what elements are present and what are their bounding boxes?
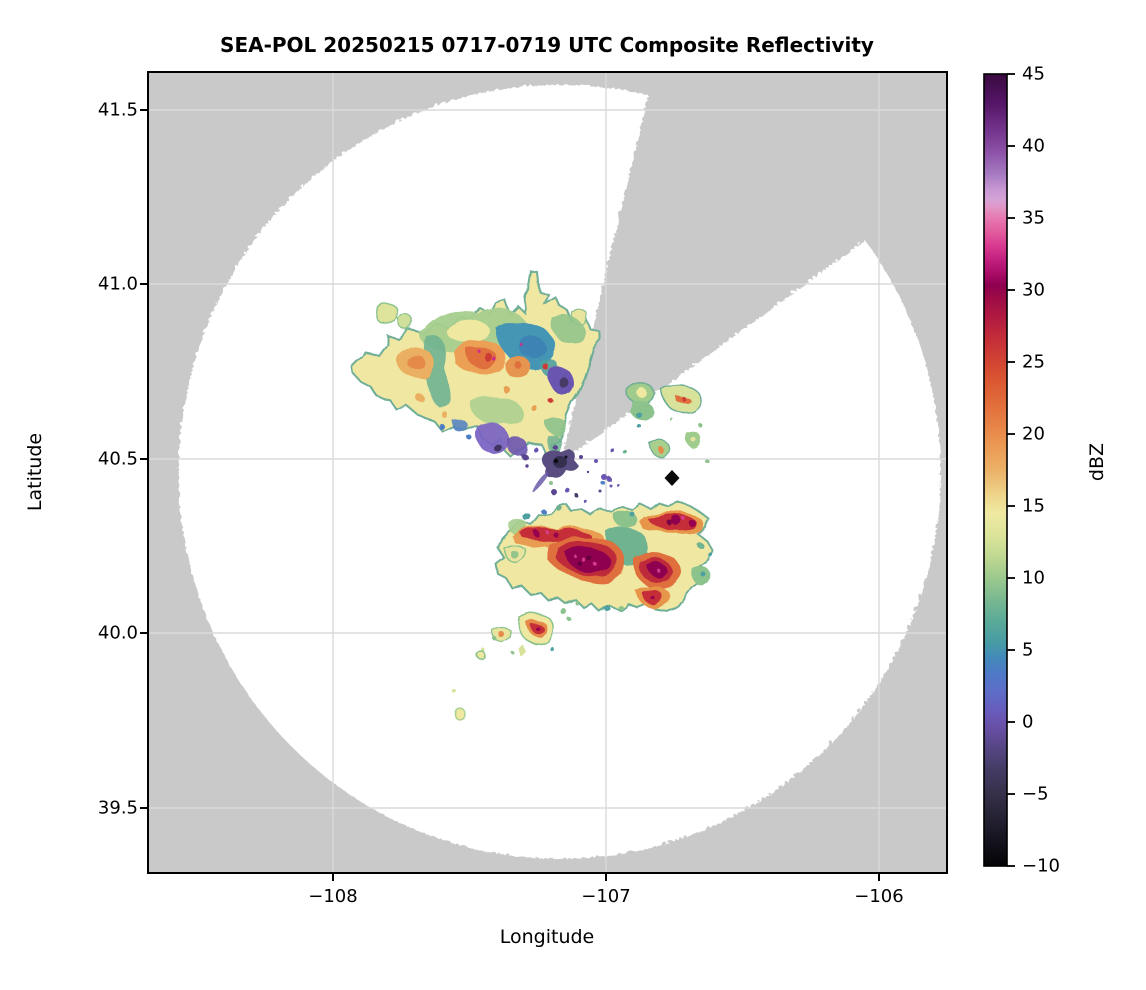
x-axis-label: Longitude: [499, 926, 595, 948]
colorbar-axis-label: dBZ: [1086, 442, 1108, 482]
colorbar-tick-label: 45: [1022, 63, 1045, 85]
far-south-isolated-echoes: [451, 650, 486, 721]
colorbar-tick-label: 0: [1022, 711, 1034, 733]
northern-storm-echo: [350, 269, 603, 460]
southwest-small-cells-echo: [481, 601, 579, 656]
colorbar-tick-label: 20: [1022, 423, 1045, 445]
y-tick-label: 40.5: [97, 448, 138, 470]
colorbar-tick-label: 35: [1022, 207, 1045, 229]
eastern-scattered-cells-echo: [605, 383, 708, 487]
chart-title: SEA-POL 20250215 0717-0719 UTC Composite…: [220, 33, 874, 57]
plot-frame: [147, 71, 948, 874]
axis-tick-marks: [140, 109, 880, 881]
blocked-sector-wedge: [559, 72, 947, 461]
station-diamond-marker: [664, 470, 680, 486]
colorbar-tick-label: 40: [1022, 135, 1045, 157]
colorbar-tick-label: 10: [1022, 567, 1045, 589]
colorbar-gradient: [983, 73, 1008, 867]
colorbar: [983, 73, 1015, 867]
y-tick-label: 41.5: [97, 99, 138, 121]
y-tick-label: 39.5: [97, 797, 138, 819]
colorbar-tick-label: 5: [1022, 639, 1034, 661]
x-tick-label: −107: [581, 886, 631, 907]
colorbar-tick-label: 15: [1022, 495, 1045, 517]
colorbar-tick-marks: [1007, 73, 1015, 867]
southern-storm-echo: [494, 480, 714, 614]
y-axis-label: Latitude: [24, 432, 46, 512]
colorbar-tick-label: −5: [1022, 783, 1049, 805]
y-tick-label: 40.0: [97, 622, 138, 644]
ground-clutter-echo: [525, 449, 613, 493]
x-tick-label: −106: [854, 886, 904, 907]
colorbar-tick-label: 25: [1022, 351, 1045, 373]
colorbar-tick-label: 30: [1022, 279, 1045, 301]
colorbar-tick-label: −10: [1022, 855, 1060, 877]
x-tick-label: −108: [308, 886, 358, 907]
y-tick-label: 41.0: [97, 273, 138, 295]
